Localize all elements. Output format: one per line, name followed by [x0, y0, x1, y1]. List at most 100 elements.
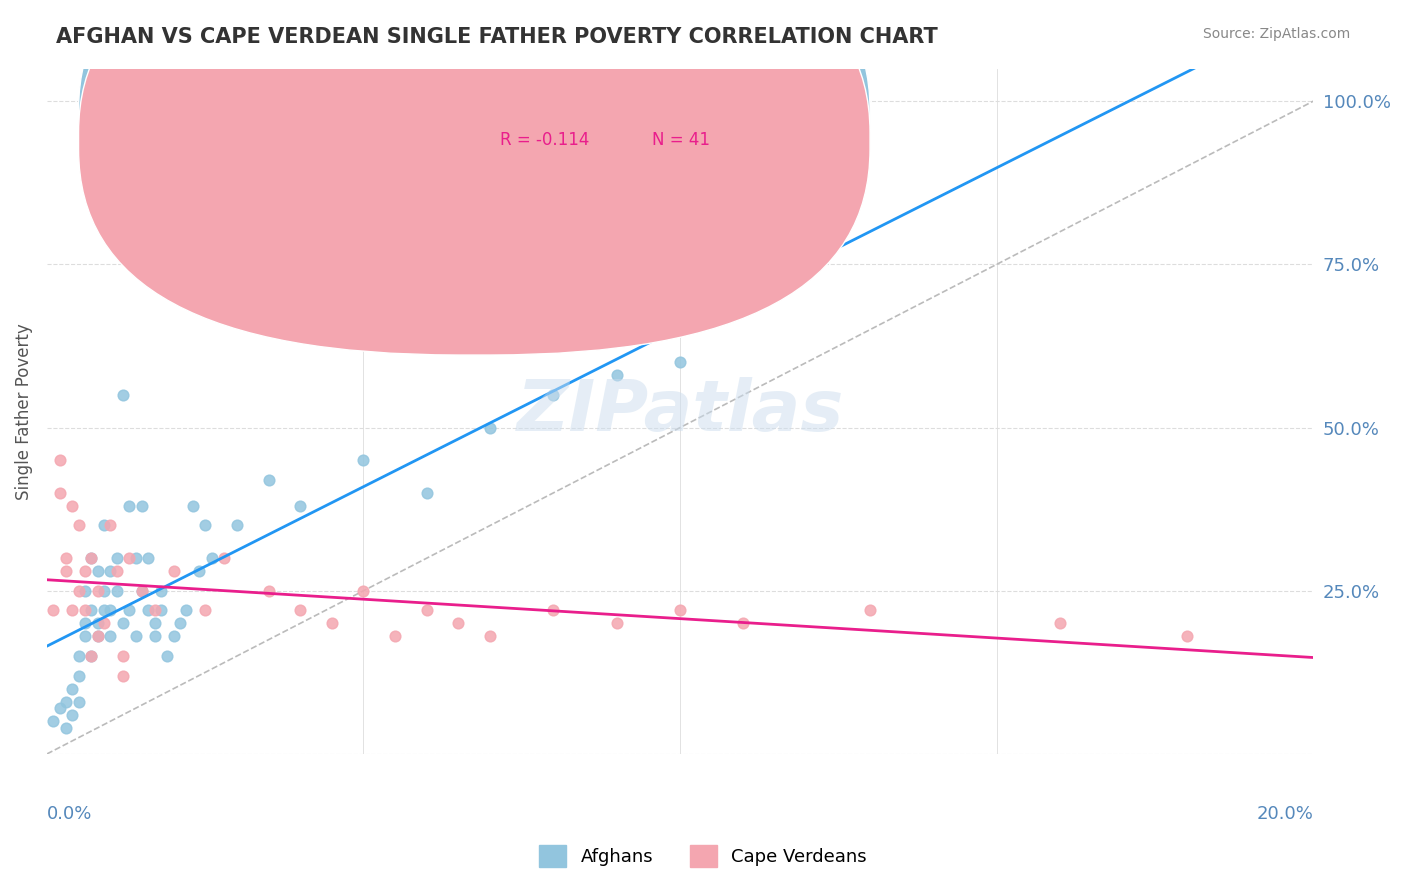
Point [162, 564, 184, 578]
Point [136, 551, 159, 566]
Point [98, 564, 121, 578]
Point [60, 499, 83, 513]
Point [447, 616, 470, 631]
Point [48, 486, 70, 500]
Point [67, 695, 90, 709]
Point [98, 630, 121, 644]
Point [149, 583, 172, 598]
Point [80, 603, 103, 617]
Point [606, 616, 628, 631]
Point [353, 583, 375, 598]
Point [98, 603, 121, 617]
Point [200, 551, 222, 566]
Point [67, 518, 90, 533]
Point [479, 630, 502, 644]
Point [288, 603, 311, 617]
Point [93, 518, 115, 533]
Point [55, 721, 77, 735]
Point [131, 499, 153, 513]
Point [606, 368, 628, 383]
Point [105, 564, 128, 578]
Point [118, 551, 141, 566]
Point [416, 486, 439, 500]
Point [859, 603, 882, 617]
Point [98, 518, 121, 533]
Point [416, 603, 439, 617]
Text: R = -0.114: R = -0.114 [501, 131, 589, 150]
Point [80, 648, 103, 663]
Point [124, 551, 146, 566]
Point [60, 707, 83, 722]
Text: ZIPatlas: ZIPatlas [516, 376, 844, 446]
FancyBboxPatch shape [79, 0, 870, 333]
Point [67, 648, 90, 663]
Point [93, 603, 115, 617]
Text: AFGHAN VS CAPE VERDEAN SINGLE FATHER POVERTY CORRELATION CHART: AFGHAN VS CAPE VERDEAN SINGLE FATHER POV… [56, 27, 938, 46]
Point [225, 518, 247, 533]
Point [80, 551, 103, 566]
FancyBboxPatch shape [427, 76, 807, 164]
Point [384, 630, 406, 644]
Text: 20.0%: 20.0% [1257, 805, 1313, 823]
FancyBboxPatch shape [79, 0, 870, 355]
Text: N = 41: N = 41 [652, 131, 710, 150]
Point [73, 583, 96, 598]
Point [67, 583, 90, 598]
Point [162, 630, 184, 644]
Point [73, 603, 96, 617]
Point [80, 648, 103, 663]
Point [55, 551, 77, 566]
Point [543, 388, 565, 402]
Point [105, 551, 128, 566]
Point [60, 681, 83, 696]
Point [143, 603, 166, 617]
Point [194, 518, 217, 533]
Point [105, 583, 128, 598]
Point [73, 564, 96, 578]
Point [479, 420, 502, 434]
Point [321, 616, 343, 631]
Point [124, 630, 146, 644]
Point [212, 551, 235, 566]
Point [86, 564, 108, 578]
Point [111, 648, 134, 663]
Point [1175, 630, 1198, 644]
Point [669, 355, 692, 369]
Point [86, 630, 108, 644]
Point [169, 616, 191, 631]
Text: 0.0%: 0.0% [46, 805, 93, 823]
Point [156, 648, 179, 663]
Point [136, 603, 159, 617]
Point [257, 473, 280, 487]
Point [257, 583, 280, 598]
Point [55, 564, 77, 578]
Point [67, 668, 90, 682]
Point [86, 616, 108, 631]
Point [93, 616, 115, 631]
Point [187, 564, 209, 578]
Point [149, 603, 172, 617]
Point [55, 695, 77, 709]
Point [60, 603, 83, 617]
Point [1049, 616, 1071, 631]
Point [131, 583, 153, 598]
Point [669, 603, 692, 617]
Point [543, 603, 565, 617]
Point [80, 551, 103, 566]
Point [73, 630, 96, 644]
Point [48, 701, 70, 715]
Point [131, 583, 153, 598]
Legend: Afghans, Cape Verdeans: Afghans, Cape Verdeans [531, 838, 875, 874]
Point [42, 603, 65, 617]
Point [93, 583, 115, 598]
Point [86, 583, 108, 598]
Point [733, 616, 755, 631]
Y-axis label: Single Father Poverty: Single Father Poverty [15, 323, 32, 500]
Point [48, 453, 70, 467]
Point [194, 603, 217, 617]
Point [111, 388, 134, 402]
Point [73, 616, 96, 631]
Text: Source: ZipAtlas.com: Source: ZipAtlas.com [1202, 27, 1350, 41]
Point [118, 603, 141, 617]
Point [181, 499, 204, 513]
